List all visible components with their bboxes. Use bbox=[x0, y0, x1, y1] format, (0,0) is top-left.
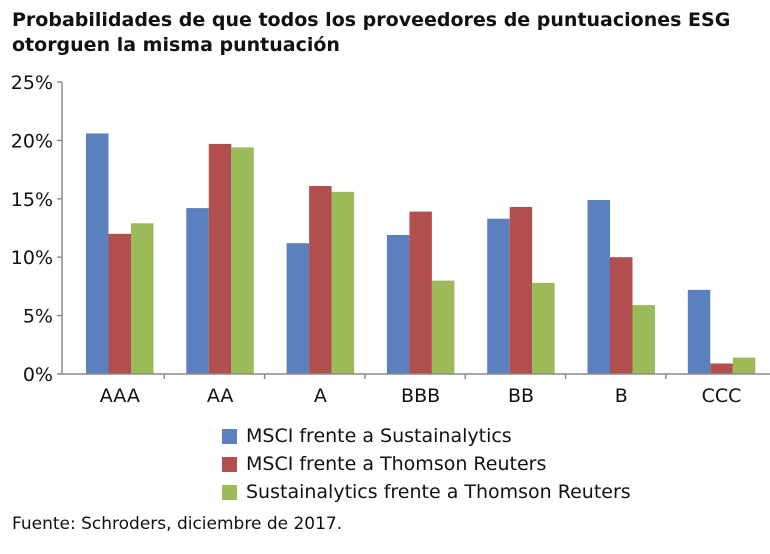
y-tick-label: 10% bbox=[11, 247, 53, 269]
legend-swatch-msci-thomson-reuters bbox=[222, 456, 237, 472]
bar-aaa-series-1 bbox=[86, 133, 109, 374]
legend-label-msci-thomson-reuters: MSCI frente a Thomson Reuters bbox=[246, 453, 547, 475]
chart-title: Probabilidades de que todos los proveedo… bbox=[12, 8, 752, 58]
bar-ccc-series-1 bbox=[687, 289, 711, 374]
bar-aaa-series-2 bbox=[108, 233, 131, 374]
x-tick-label: AAA bbox=[100, 385, 140, 407]
y-tick-label: 20% bbox=[11, 130, 53, 152]
bar-bb-series-2 bbox=[509, 207, 533, 374]
bar-aaa-series-3 bbox=[131, 223, 154, 374]
legend-swatch-sustainalytics-thomson-reuters bbox=[222, 484, 237, 500]
bar-b-series-2 bbox=[610, 257, 633, 374]
chart-title-line-1: Probabilidades de que todos los proveedo… bbox=[12, 9, 731, 31]
x-tick-label: A bbox=[314, 385, 327, 407]
y-tick-label: 5% bbox=[23, 306, 53, 328]
bar-aa-series-3 bbox=[231, 147, 254, 374]
bar-bb-series-3 bbox=[532, 282, 555, 374]
y-tick-label: 25% bbox=[11, 72, 53, 94]
x-tick-label: CCC bbox=[702, 385, 742, 407]
bar-bbb-series-1 bbox=[386, 235, 410, 374]
bar-aa-series-2 bbox=[208, 143, 232, 374]
bar-a-series-1 bbox=[286, 243, 310, 374]
bar-a-series-3 bbox=[331, 191, 355, 374]
legend-item-sustainalytics-thomson-reuters: Sustainalytics frente a Thomson Reuters bbox=[222, 478, 631, 506]
x-tick-label: AA bbox=[207, 385, 234, 407]
bar-ccc-series-3 bbox=[732, 357, 756, 374]
y-tick-label: 0% bbox=[23, 364, 53, 386]
bar-bbb-series-2 bbox=[409, 211, 432, 374]
legend-item-msci-sustainalytics: MSCI frente a Sustainalytics bbox=[222, 422, 631, 450]
chart-legend: MSCI frente a Sustainalytics MSCI frente… bbox=[222, 422, 631, 506]
chart-title-line-2: otorguen la misma puntuación bbox=[12, 34, 340, 56]
bar-chart: 0%5%10%15%20%25%AAA AA A BBB BB B CCC bbox=[11, 72, 770, 407]
bar-b-series-3 bbox=[632, 305, 655, 374]
x-tick-label: BB bbox=[508, 385, 534, 407]
x-tick-label: B bbox=[615, 385, 628, 407]
legend-item-msci-thomson-reuters: MSCI frente a Thomson Reuters bbox=[222, 450, 631, 478]
legend-label-sustainalytics-thomson-reuters: Sustainalytics frente a Thomson Reuters bbox=[246, 481, 631, 503]
bar-b-series-1 bbox=[587, 200, 610, 374]
legend-label-msci-sustainalytics: MSCI frente a Sustainalytics bbox=[246, 425, 512, 447]
y-tick-label: 15% bbox=[11, 189, 53, 211]
bar-a-series-2 bbox=[309, 186, 332, 374]
bar-ccc-series-2 bbox=[710, 363, 733, 374]
source-note: Fuente: Schroders, diciembre de 2017. bbox=[12, 514, 343, 534]
bar-bb-series-1 bbox=[487, 218, 510, 374]
x-tick-label: BBB bbox=[401, 385, 440, 407]
bar-bbb-series-3 bbox=[431, 280, 455, 374]
legend-swatch-msci-sustainalytics bbox=[222, 428, 237, 444]
bar-aa-series-1 bbox=[186, 208, 209, 374]
